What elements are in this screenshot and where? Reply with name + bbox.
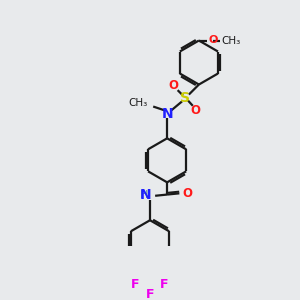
Text: CH₃: CH₃ [222,35,241,46]
Text: F: F [131,278,140,291]
Text: CH₃: CH₃ [128,98,148,108]
Text: O: O [182,187,193,200]
Text: S: S [181,91,190,105]
Text: F: F [160,278,169,291]
Text: O: O [191,104,201,117]
Text: O: O [209,35,218,45]
Text: O: O [168,79,178,92]
Text: N: N [161,107,173,121]
Text: F: F [146,288,154,300]
Text: N: N [140,188,151,202]
Text: H: H [140,190,148,200]
